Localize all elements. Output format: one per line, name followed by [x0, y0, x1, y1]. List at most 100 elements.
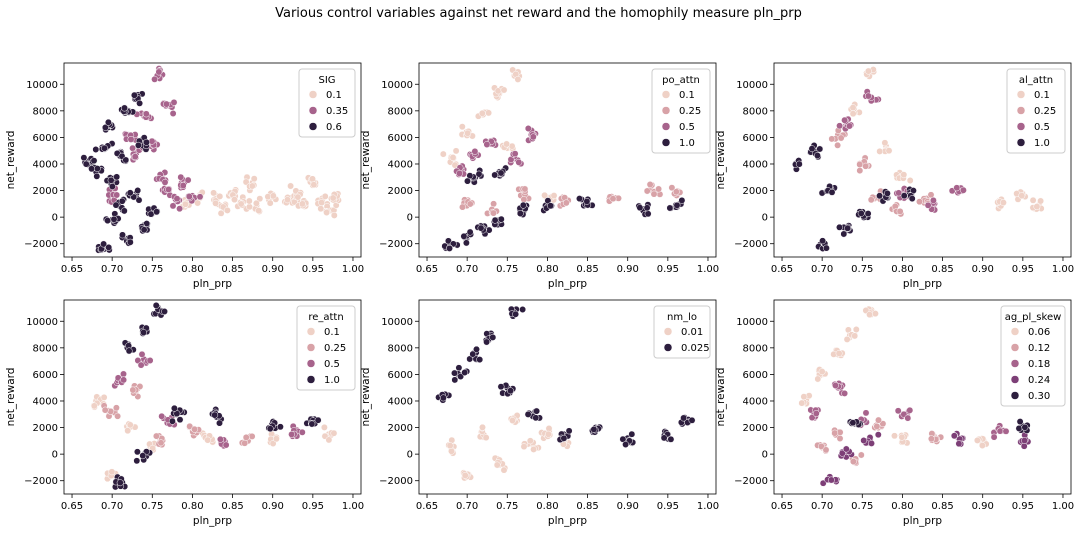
data-point	[446, 244, 453, 252]
data-point	[461, 369, 469, 376]
data-point	[248, 182, 256, 190]
x-tick-label: 0.90	[972, 501, 994, 512]
y-tick-label: 2000	[743, 186, 768, 197]
legend-label: 0.06	[1028, 327, 1050, 338]
y-tick-label: 0	[52, 213, 58, 224]
x-tick-label: 0.80	[536, 501, 558, 512]
data-point	[873, 422, 881, 430]
data-point	[491, 216, 499, 224]
x-tick-label: 0.95	[1012, 264, 1034, 275]
legend-marker	[1016, 138, 1026, 147]
data-point	[114, 412, 122, 420]
data-point	[179, 182, 187, 189]
y-tick-label: 4000	[388, 159, 413, 170]
data-point	[852, 326, 860, 333]
legend-marker	[1016, 106, 1026, 115]
data-point	[125, 347, 133, 355]
data-point	[590, 425, 598, 433]
data-point	[119, 231, 126, 239]
data-point	[866, 311, 874, 319]
data-point	[475, 170, 483, 178]
data-point	[990, 433, 998, 441]
legend-label: 0.25	[1034, 106, 1056, 117]
x-tick-label: 0.80	[891, 501, 913, 512]
data-point	[509, 417, 516, 424]
data-point	[609, 195, 617, 203]
data-point	[862, 162, 870, 170]
data-point	[168, 417, 176, 425]
data-point	[532, 414, 540, 422]
data-point	[466, 355, 474, 363]
data-point	[184, 176, 192, 184]
data-point	[88, 165, 96, 173]
axes-frame	[773, 299, 1072, 495]
data-point	[124, 427, 132, 435]
data-point	[678, 196, 686, 204]
data-point	[491, 171, 499, 179]
data-point	[107, 176, 115, 184]
data-point	[298, 428, 306, 436]
legend-marker	[661, 106, 671, 115]
data-point	[688, 416, 696, 424]
legend-label: 0.1	[1034, 90, 1050, 101]
data-point	[127, 135, 135, 143]
data-point	[827, 476, 835, 484]
data-point	[497, 383, 505, 391]
data-point	[843, 335, 851, 343]
data-point	[895, 189, 903, 197]
data-point	[269, 440, 277, 447]
data-point	[891, 432, 898, 440]
x-tick-label: 0.80	[181, 501, 203, 512]
data-point	[512, 310, 520, 318]
legend-marker	[308, 90, 318, 99]
legend-label: 0.25	[324, 343, 346, 354]
y-tick-label: 4000	[33, 396, 58, 407]
data-point	[222, 441, 230, 449]
data-point	[842, 445, 850, 453]
data-point	[497, 215, 505, 223]
x-tick-label: 0.80	[536, 264, 558, 275]
legend-label: 0.1	[326, 90, 342, 101]
data-point	[916, 198, 923, 206]
x-tick-label: 0.75	[141, 501, 163, 512]
data-point	[116, 479, 124, 487]
data-point	[321, 192, 329, 200]
data-point	[822, 244, 830, 252]
legend-box	[296, 305, 356, 391]
data-point	[108, 468, 116, 476]
axes-frame	[63, 299, 362, 495]
data-point	[458, 123, 466, 131]
data-point	[134, 141, 142, 149]
y-tick-label: 4000	[743, 159, 768, 170]
data-point	[101, 144, 108, 152]
data-point	[177, 173, 185, 181]
legend-marker	[1016, 90, 1026, 99]
data-point	[565, 427, 573, 435]
data-point	[82, 160, 90, 168]
data-point	[560, 434, 568, 442]
y-tick-label: 0	[407, 450, 413, 461]
data-point	[530, 445, 538, 453]
data-point	[929, 196, 937, 204]
y-tick-label: 2000	[33, 186, 58, 197]
data-point	[529, 133, 537, 141]
data-point	[864, 210, 872, 218]
data-point	[808, 145, 816, 153]
data-point	[139, 452, 147, 460]
data-point	[519, 201, 527, 209]
data-point	[849, 419, 857, 427]
legend-label: 0.01	[681, 327, 703, 338]
data-point	[868, 439, 875, 447]
data-point	[583, 197, 591, 205]
data-point	[644, 210, 652, 218]
legend: re_attn 0.1 0.25 0.5 1.0	[296, 305, 356, 391]
x-tick-label: 0.65	[771, 264, 793, 275]
data-point	[138, 350, 146, 358]
data-point	[126, 421, 134, 429]
y-tick-label: −2000	[734, 239, 768, 250]
data-point	[519, 306, 527, 313]
y-tick-label: 2000	[388, 186, 413, 197]
data-point	[466, 200, 474, 208]
data-point	[851, 332, 859, 340]
legend-label: 0.30	[1028, 391, 1050, 402]
